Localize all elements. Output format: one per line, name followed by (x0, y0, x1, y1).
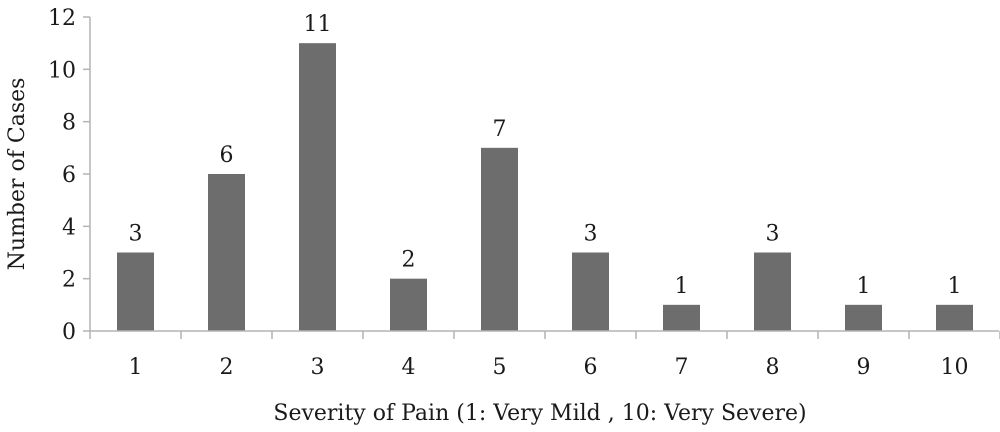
y-tick-label: 10 (48, 58, 76, 83)
y-axis-ticks: 0 2 4 6 8 10 12 (48, 6, 90, 345)
bars (117, 43, 973, 332)
x-tick-label: 4 (402, 355, 416, 380)
bar-value-label: 1 (675, 274, 689, 299)
x-tick-label: 6 (584, 355, 598, 380)
bar-value-label: 7 (493, 117, 507, 142)
bar (754, 252, 791, 331)
x-tick-label: 5 (493, 355, 507, 380)
bar (572, 252, 609, 331)
x-tick-label: 1 (129, 355, 143, 380)
bar-value-label: 1 (948, 274, 962, 299)
bar-value-label: 1 (857, 274, 871, 299)
bar (390, 278, 427, 331)
bar-value-label: 2 (402, 248, 416, 273)
y-axis-title: Number of Cases (5, 78, 30, 271)
x-tick-label: 10 (941, 355, 969, 380)
bar-value-label: 3 (766, 222, 780, 247)
x-tick-label: 7 (675, 355, 689, 380)
x-tick-label: 9 (857, 355, 871, 380)
bar (117, 252, 154, 331)
x-axis-ticks: 1 2 3 4 5 6 7 8 9 10 (89, 331, 1000, 380)
y-tick-label: 12 (48, 6, 76, 31)
bar (208, 174, 245, 331)
bar (845, 304, 882, 331)
bar-value-label: 3 (584, 222, 598, 247)
bar (663, 304, 700, 331)
y-tick-label: 2 (62, 268, 76, 293)
y-tick-label: 4 (62, 215, 76, 240)
x-axis-title: Severity of Pain (1: Very Mild , 10: Ver… (273, 401, 806, 426)
bar (481, 147, 518, 331)
bar (936, 304, 973, 331)
bar-value-label: 11 (304, 12, 332, 37)
bar (299, 43, 336, 332)
y-tick-label: 0 (62, 320, 76, 345)
x-tick-label: 8 (766, 355, 780, 380)
y-tick-label: 6 (62, 163, 76, 188)
bar-value-label: 3 (129, 222, 143, 247)
y-tick-label: 8 (62, 111, 76, 136)
bar-value-label: 6 (220, 143, 234, 168)
x-tick-label: 2 (220, 355, 234, 380)
x-tick-label: 3 (311, 355, 325, 380)
